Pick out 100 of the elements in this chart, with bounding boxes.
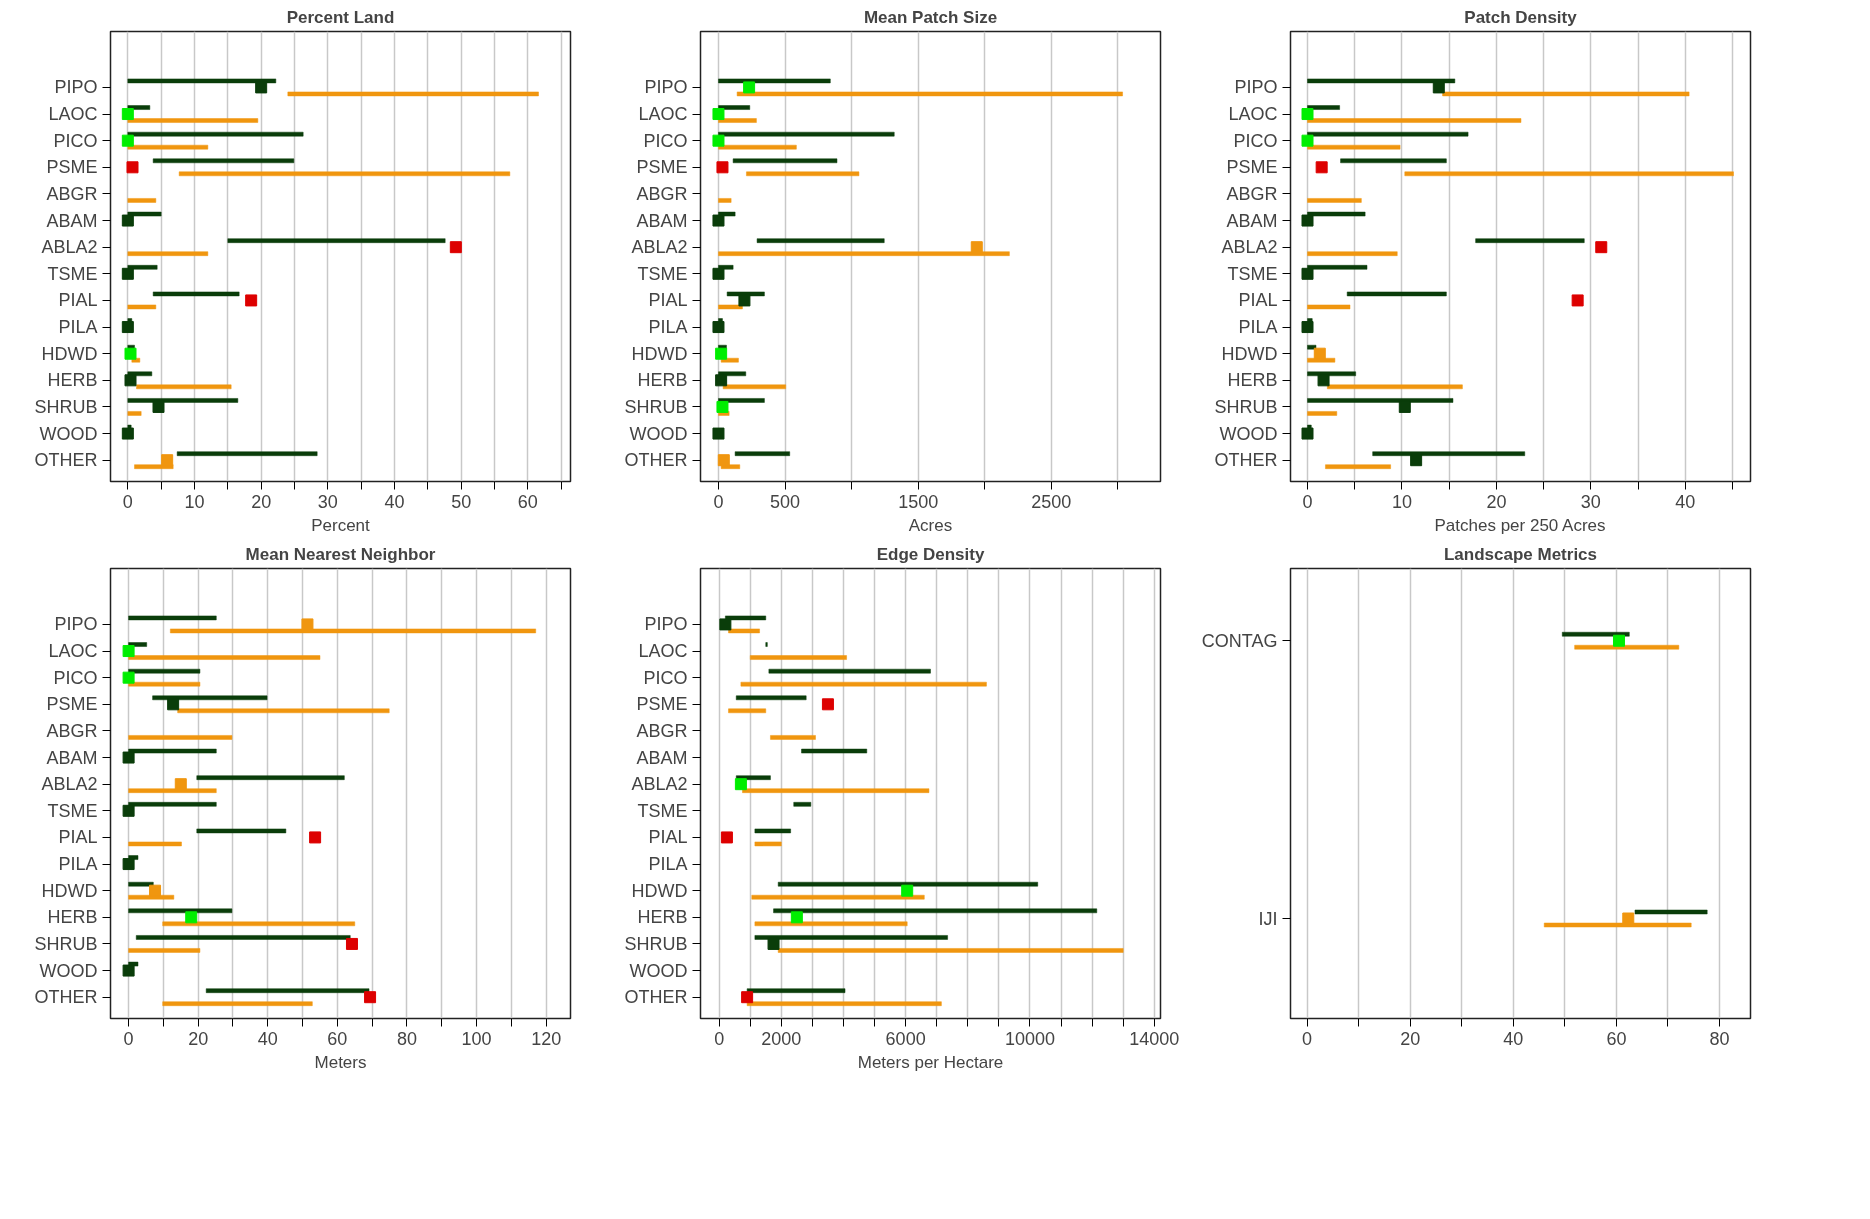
x-tick-label: 20 [188,1028,209,1049]
y-tick-label: PIPO [1234,77,1278,98]
y-tick-label: HDWD [631,343,688,364]
y-tick-label: SHRUB [624,933,688,954]
y-tick-label: SHRUB [34,396,98,417]
y-tick-label: PSME [636,157,688,178]
y-tick-label: ABGR [46,720,98,741]
y-tick-label: TSME [637,263,688,284]
y-tick-label: WOOD [629,423,688,444]
y-tick-label: HERB [637,907,688,928]
x-axis-title: Percent [311,515,371,535]
y-tick-label: OTHER [34,987,98,1008]
x-tick-label: 10000 [1004,1028,1055,1049]
x-tick-label: 0 [713,491,724,512]
x-axis-title: Acres [908,515,953,535]
y-tick-label: ABAM [46,747,98,768]
y-tick-label: TSME [637,800,688,821]
y-tick-label: PIPO [54,77,98,98]
y-tick-label: PILA [58,317,98,338]
chart-title: Patch Density [1464,7,1578,27]
y-tick-label: OTHER [624,987,688,1008]
y-tick-label: WOOD [1219,423,1278,444]
y-tick-label: PSME [636,694,688,715]
x-tick-label: 40 [257,1028,278,1049]
x-axis-title: Meters [314,1052,367,1072]
y-tick-label: PICO [1233,130,1278,151]
x-tick-label: 500 [770,491,801,512]
x-tick-label: 60 [517,491,538,512]
x-tick-label: 120 [531,1028,562,1049]
chart-title: Mean Patch Size [863,7,998,27]
y-tick-label: LAOC [48,104,98,125]
x-tick-label: 10 [184,491,205,512]
chart-title: Mean Nearest Neighbor [245,544,436,564]
y-tick-label: PIAL [58,827,98,848]
y-tick-label: OTHER [34,450,98,471]
y-tick-label: PIPO [644,614,688,635]
y-tick-label: HERB [47,370,98,391]
y-tick-label: HDWD [41,343,98,364]
x-tick-label: 100 [461,1028,492,1049]
y-tick-label: PIAL [648,827,688,848]
chart-title: Edge Density [876,544,985,564]
y-tick-label: ABAM [1226,210,1278,231]
y-tick-label: PILA [648,317,688,338]
x-tick-label: 80 [396,1028,417,1049]
y-tick-label: PICO [53,130,98,151]
y-tick-label: ABLA2 [41,774,98,795]
y-tick-label: PIAL [1238,290,1278,311]
y-tick-label: TSME [47,800,98,821]
y-tick-label: PICO [643,667,688,688]
y-tick-label: PIPO [644,77,688,98]
y-tick-label: IJI [1258,908,1278,929]
y-tick-label: SHRUB [1214,396,1278,417]
y-tick-label: PIAL [58,290,98,311]
y-tick-label: ABAM [636,747,688,768]
y-tick-label: HERB [47,907,98,928]
chart-title: Percent Land [286,7,395,27]
y-tick-label: HERB [1227,370,1278,391]
y-tick-label: WOOD [39,423,98,444]
y-tick-label: ABLA2 [1221,237,1278,258]
y-tick-label: PILA [1238,317,1278,338]
x-tick-label: 40 [384,491,405,512]
y-tick-label: ABAM [46,210,98,231]
x-tick-label: 50 [451,491,472,512]
y-tick-label: PIPO [54,614,98,635]
x-tick-label: 10 [1391,491,1412,512]
y-tick-label: OTHER [1214,450,1278,471]
y-tick-label: OTHER [624,450,688,471]
x-tick-label: 0 [123,1028,134,1049]
y-tick-label: LAOC [638,641,688,662]
y-tick-label: ABGR [1226,183,1278,204]
y-tick-label: HDWD [1221,343,1278,364]
y-tick-label: PILA [648,854,688,875]
x-tick-label: 0 [1302,1028,1313,1049]
y-tick-label: ABAM [636,210,688,231]
y-tick-label: ABGR [46,183,98,204]
x-tick-label: 20 [1400,1028,1421,1049]
x-tick-label: 80 [1709,1028,1730,1049]
y-tick-label: PICO [53,667,98,688]
x-axis-title: Meters per Hectare [857,1052,1004,1072]
y-tick-label: HDWD [41,880,98,901]
y-tick-label: LAOC [48,641,98,662]
y-tick-label: WOOD [629,960,688,981]
y-tick-label: CONTAG [1201,630,1278,651]
y-tick-label: PIAL [648,290,688,311]
y-tick-label: HERB [637,370,688,391]
x-tick-label: 30 [1580,491,1601,512]
x-tick-label: 2500 [1031,491,1072,512]
y-tick-label: SHRUB [624,396,688,417]
y-tick-label: PICO [643,130,688,151]
x-tick-label: 0 [714,1028,725,1049]
y-tick-label: LAOC [1228,104,1278,125]
y-tick-label: ABLA2 [631,237,688,258]
x-tick-label: 14000 [1129,1028,1180,1049]
y-tick-label: ABGR [636,183,688,204]
y-tick-label: LAOC [638,104,688,125]
x-tick-label: 20 [251,491,272,512]
x-tick-label: 6000 [885,1028,926,1049]
x-axis-title: Patches per 250 Acres [1434,515,1606,535]
y-tick-label: HDWD [631,880,688,901]
x-tick-label: 0 [1302,491,1313,512]
